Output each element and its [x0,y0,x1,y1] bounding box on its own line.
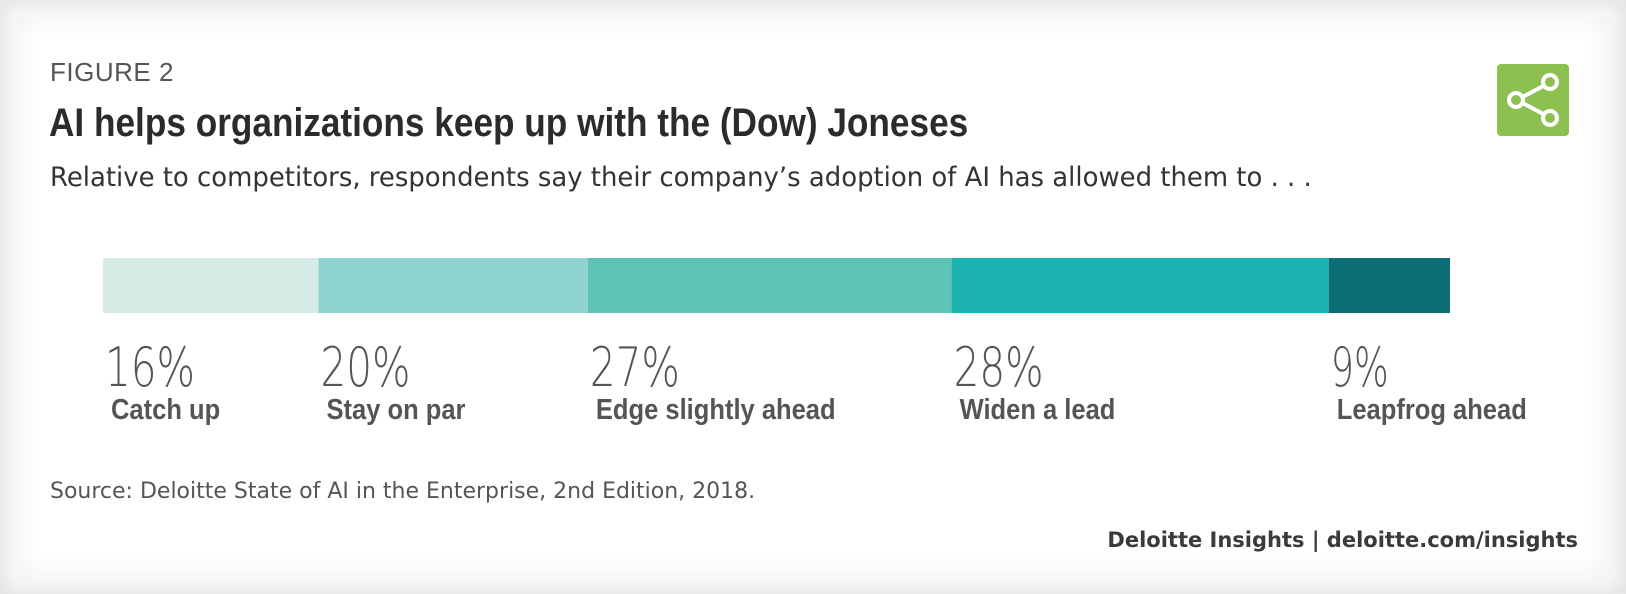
share-icon [1507,73,1559,127]
share-button[interactable] [1497,64,1569,136]
chart-subtitle: Relative to competitors, respondents say… [50,162,1312,193]
chart-title: AI helps organizations keep up with the … [49,101,969,145]
figure-label: FIGURE 2 [50,57,174,87]
brand-credit: Deloitte Insights | deloitte.com/insight… [1107,528,1578,552]
source-note: Source: Deloitte State of AI in the Ente… [50,479,756,504]
